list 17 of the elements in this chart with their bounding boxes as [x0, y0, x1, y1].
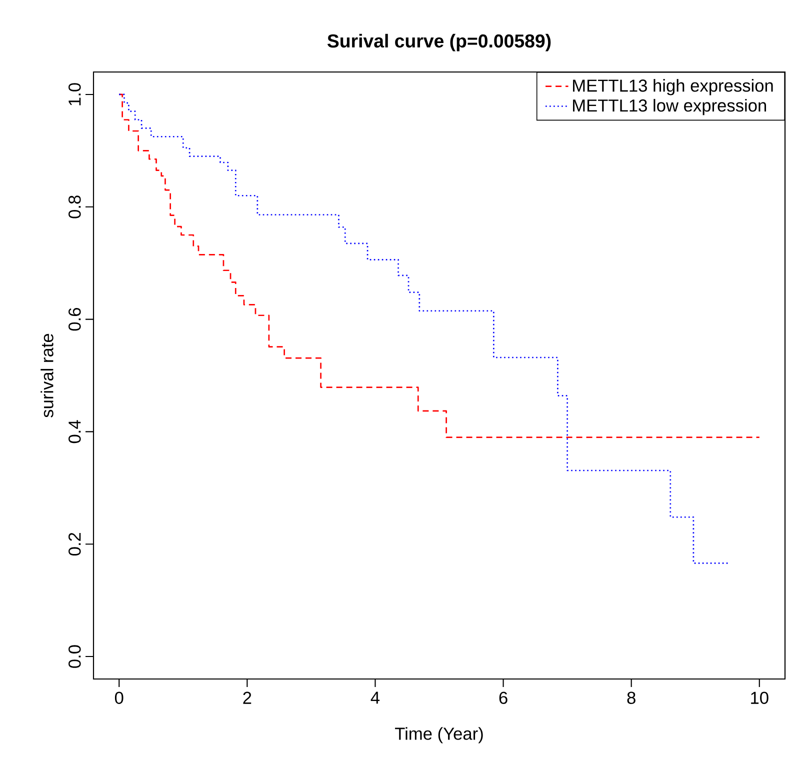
legend-label: METTL13 high expression	[573, 79, 773, 96]
x-tick-label: 8	[627, 692, 636, 704]
y-tick-label: 0.2	[68, 532, 81, 556]
y-tick-label: 0.6	[68, 308, 81, 331]
x-tick-label: 0	[114, 692, 124, 704]
y-tick-label: 1.0	[68, 83, 81, 106]
chart-title: Surival curve (p=0.00589)	[327, 34, 551, 52]
x-tick-label: 2	[243, 692, 252, 704]
legend-label: METTL13 low expression	[573, 98, 766, 116]
y-axis-title: surival rate	[40, 334, 54, 418]
y-tick-label: 0.8	[68, 196, 81, 218]
x-tick-label: 4	[370, 692, 380, 704]
y-tick-label: 0.4	[68, 420, 81, 444]
y-tick-label: 0.0	[68, 645, 81, 668]
x-axis-title: Time (Year)	[395, 727, 483, 744]
x-tick-label: 6	[499, 692, 508, 704]
x-tick-label: 10	[751, 692, 768, 704]
